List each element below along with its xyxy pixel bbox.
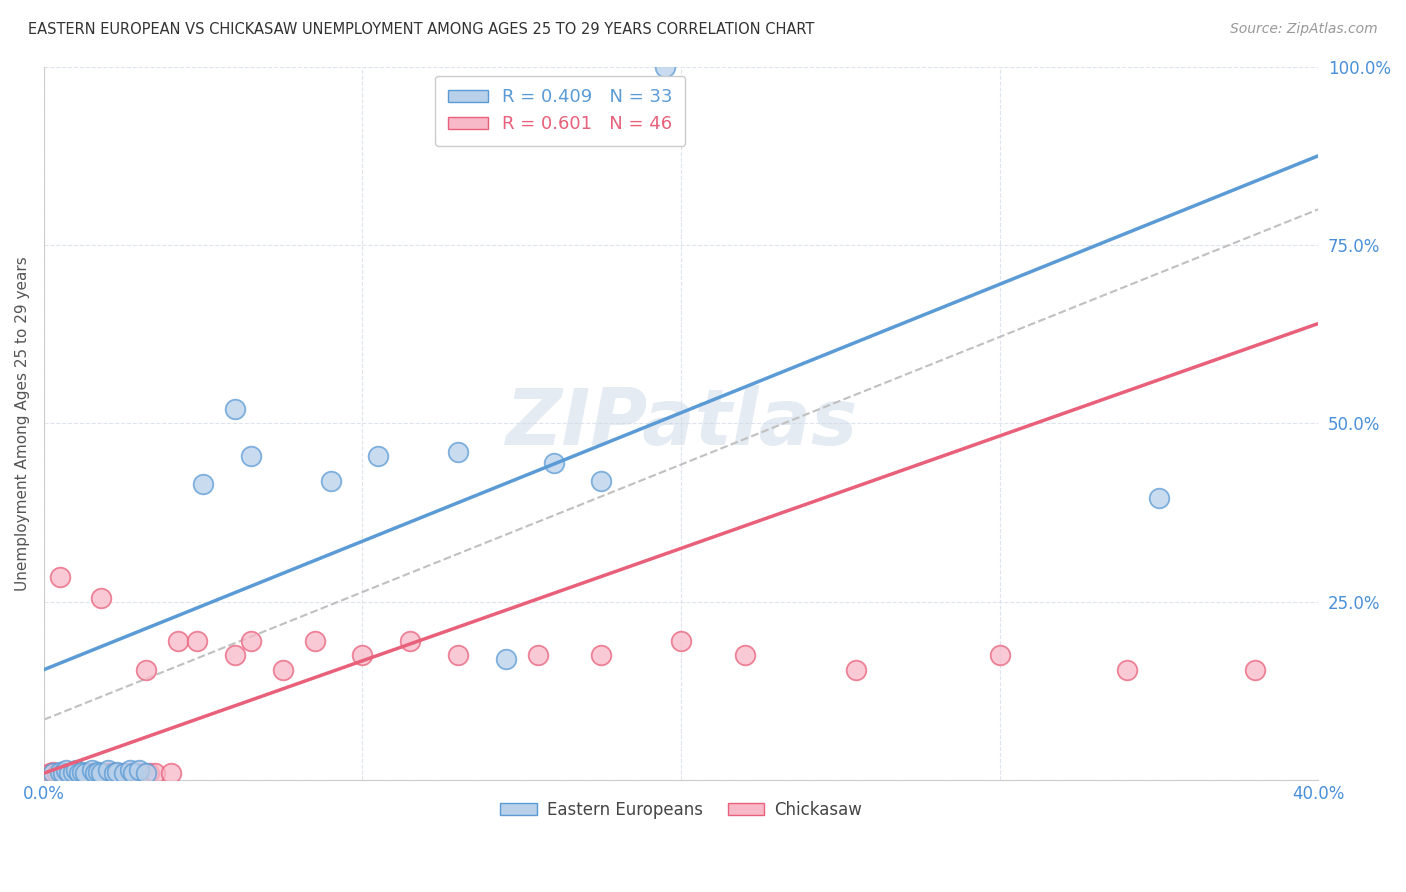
Point — [1243, 663, 1265, 677]
Point — [367, 449, 389, 463]
Point — [77, 766, 100, 780]
Point — [65, 766, 87, 780]
Point — [654, 60, 676, 74]
Point — [319, 474, 342, 488]
Text: Source: ZipAtlas.com: Source: ZipAtlas.com — [1230, 22, 1378, 37]
Text: EASTERN EUROPEAN VS CHICKASAW UNEMPLOYMENT AMONG AGES 25 TO 29 YEARS CORRELATION: EASTERN EUROPEAN VS CHICKASAW UNEMPLOYME… — [28, 22, 814, 37]
Point — [186, 634, 208, 648]
Point — [591, 648, 613, 663]
Point — [65, 763, 87, 777]
Y-axis label: Unemployment Among Ages 25 to 29 years: Unemployment Among Ages 25 to 29 years — [15, 256, 30, 591]
Legend: Eastern Europeans, Chickasaw: Eastern Europeans, Chickasaw — [494, 794, 869, 825]
Point — [138, 766, 160, 780]
Point — [128, 763, 150, 777]
Point — [135, 766, 157, 780]
Point — [97, 763, 120, 777]
Point — [304, 634, 326, 648]
Point — [224, 402, 246, 417]
Point — [93, 766, 115, 780]
Point — [103, 766, 125, 780]
Point — [39, 766, 62, 780]
Point — [145, 766, 167, 780]
Point — [399, 634, 422, 648]
Point — [224, 648, 246, 663]
Point — [42, 766, 65, 780]
Point — [112, 766, 135, 780]
Point — [543, 456, 565, 470]
Point — [80, 763, 103, 777]
Point — [271, 663, 294, 677]
Point — [122, 766, 145, 780]
Point — [80, 766, 103, 780]
Point — [55, 766, 77, 780]
Point — [62, 764, 84, 779]
Point — [103, 766, 125, 780]
Point — [55, 763, 77, 777]
Point — [87, 764, 110, 779]
Point — [97, 766, 120, 780]
Point — [1147, 491, 1170, 506]
Point — [845, 663, 868, 677]
Point — [240, 449, 263, 463]
Point — [591, 474, 613, 488]
Point — [62, 766, 84, 780]
Point — [52, 766, 75, 780]
Point — [90, 591, 112, 606]
Point — [447, 648, 470, 663]
Point — [135, 663, 157, 677]
Point — [100, 766, 122, 780]
Point — [734, 648, 756, 663]
Point — [83, 766, 105, 780]
Point — [669, 634, 692, 648]
Point — [166, 634, 188, 648]
Text: ZIPatlas: ZIPatlas — [505, 385, 858, 461]
Point — [42, 764, 65, 779]
Point — [75, 766, 97, 780]
Point — [75, 766, 97, 780]
Point — [70, 766, 93, 780]
Point — [67, 766, 90, 780]
Point — [112, 766, 135, 780]
Point — [128, 766, 150, 780]
Point — [160, 766, 183, 780]
Point — [105, 764, 128, 779]
Point — [988, 648, 1011, 663]
Point — [45, 766, 67, 780]
Point — [105, 766, 128, 780]
Point — [87, 766, 110, 780]
Point — [83, 766, 105, 780]
Point — [58, 766, 80, 780]
Point — [70, 764, 93, 779]
Point — [67, 766, 90, 780]
Point — [447, 445, 470, 459]
Point — [90, 766, 112, 780]
Point — [52, 766, 75, 780]
Point — [240, 634, 263, 648]
Point — [58, 766, 80, 780]
Point — [49, 764, 72, 779]
Point — [352, 648, 374, 663]
Point — [118, 763, 141, 777]
Point — [495, 652, 517, 666]
Point — [49, 570, 72, 584]
Point — [118, 766, 141, 780]
Point — [526, 648, 548, 663]
Point — [193, 477, 215, 491]
Point — [1116, 663, 1139, 677]
